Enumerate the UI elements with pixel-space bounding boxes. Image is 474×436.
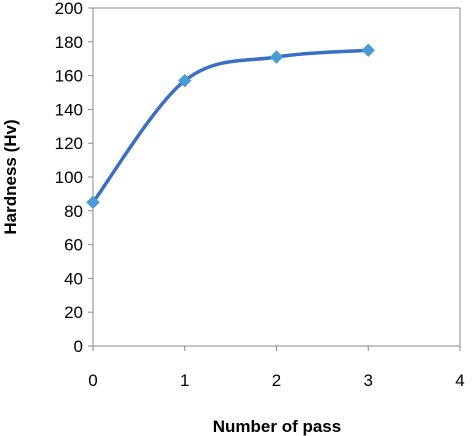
- data-point-marker: [361, 43, 375, 57]
- x-axis-label: Number of pass: [213, 417, 341, 436]
- y-tick-label: 40: [64, 269, 83, 288]
- x-tick-label: 3: [364, 371, 373, 390]
- y-tick-label: 180: [55, 33, 83, 52]
- x-tick-label: 4: [455, 371, 464, 390]
- data-point-marker: [86, 195, 100, 210]
- x-axis-ticks: 0 1 2 3 4: [88, 346, 465, 390]
- y-axis-ticks: 0 20 40 60 80 100 120 140 160 180 200: [55, 0, 93, 356]
- y-tick-label: 60: [64, 236, 83, 255]
- x-tick-label: 0: [88, 371, 97, 390]
- y-tick-label: 80: [64, 202, 83, 221]
- y-tick-label: 160: [55, 67, 83, 86]
- data-point-marker: [178, 73, 192, 88]
- y-tick-label: 20: [64, 303, 83, 322]
- y-tick-label: 140: [55, 100, 83, 119]
- series-line: [91, 48, 370, 205]
- y-tick-label: 200: [55, 0, 83, 18]
- data-point-marker: [269, 50, 284, 64]
- y-tick-label: 100: [55, 168, 83, 187]
- y-tick-label: 0: [74, 337, 83, 356]
- y-axis-label: Hardness (Hv): [1, 119, 20, 234]
- y-tick-label: 120: [55, 134, 83, 153]
- x-tick-label: 1: [180, 371, 189, 390]
- series-group: [86, 43, 375, 210]
- x-tick-label: 2: [272, 371, 281, 390]
- plot-area: [92, 7, 461, 347]
